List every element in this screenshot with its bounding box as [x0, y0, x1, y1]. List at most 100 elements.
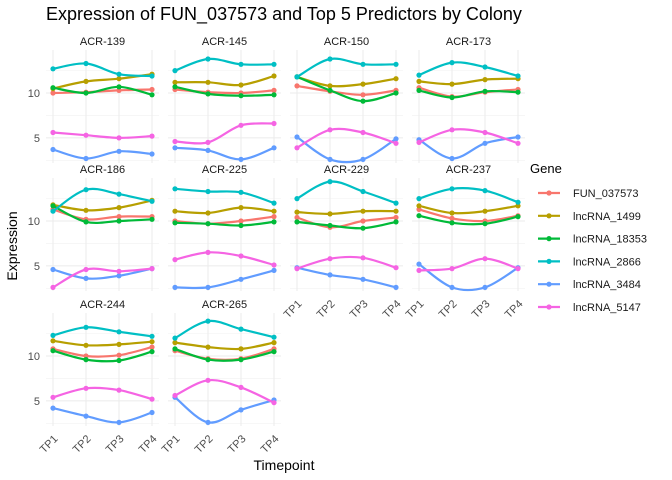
legend-title: Gene	[530, 161, 562, 176]
x-tick-label: TP4	[259, 433, 282, 456]
data-point	[416, 78, 422, 84]
data-point	[172, 84, 178, 90]
series-line	[174, 85, 275, 97]
data-point	[50, 203, 56, 209]
data-point	[83, 155, 89, 162]
data-point	[360, 61, 366, 67]
data-point	[360, 218, 366, 224]
data-point	[83, 60, 89, 67]
data-point	[116, 329, 122, 335]
data-point	[205, 56, 211, 62]
legend-label: lncRNA_5147	[573, 302, 641, 314]
data-point	[83, 385, 89, 391]
series-line	[174, 220, 275, 227]
facet-panels: ACR-139 5 10 ACR-145 ACR-150 ACR-173 ACR-186 5 1…	[28, 36, 526, 456]
data-point	[271, 214, 277, 220]
data-point	[149, 396, 155, 402]
series-line	[296, 75, 397, 88]
data-point	[271, 262, 277, 268]
data-point	[116, 135, 122, 141]
data-point	[116, 352, 122, 358]
series-line	[174, 251, 275, 267]
series-line	[52, 407, 153, 424]
series-line	[52, 148, 153, 160]
y-tick-label: 10	[28, 88, 40, 100]
facet-label: ACR-237	[446, 164, 491, 176]
data-point	[238, 189, 244, 195]
x-tick-label: TP3	[226, 433, 249, 456]
series-line	[296, 136, 397, 164]
data-point	[205, 221, 211, 227]
data-point	[327, 156, 333, 162]
series-line	[52, 386, 153, 401]
data-point	[238, 93, 244, 99]
facet-panel: ACR-173	[412, 36, 525, 163]
facet-label: ACR-145	[202, 36, 247, 48]
legend-key-point	[546, 190, 552, 196]
x-tick-label: TP3	[348, 298, 371, 321]
data-point	[172, 284, 178, 290]
data-point	[83, 413, 89, 419]
data-point	[83, 275, 89, 281]
data-point	[172, 257, 178, 263]
data-point	[482, 284, 488, 290]
chart-title: Expression of FUN_037573 and Top 5 Predi…	[46, 4, 522, 25]
data-point	[327, 211, 333, 217]
x-tick-label: TP3	[470, 298, 493, 321]
series-line	[296, 266, 397, 289]
series-line	[296, 57, 397, 78]
data-point	[271, 92, 277, 98]
x-tick-label: TP4	[381, 298, 404, 321]
series-line	[418, 187, 519, 204]
data-point	[50, 208, 56, 214]
data-point	[271, 87, 277, 93]
data-point	[515, 89, 521, 95]
data-point	[238, 357, 244, 363]
data-point	[149, 216, 155, 222]
series-line	[52, 349, 153, 363]
y-tick-label: 5	[34, 261, 40, 273]
data-point	[205, 91, 211, 97]
series-line	[174, 341, 275, 351]
series-line	[174, 206, 275, 215]
data-point	[116, 76, 122, 82]
data-point	[50, 284, 56, 290]
data-point	[449, 266, 455, 272]
data-point	[449, 186, 455, 192]
data-point	[449, 215, 455, 221]
data-point	[294, 214, 300, 221]
data-point	[238, 156, 244, 162]
data-point	[393, 61, 399, 67]
data-point	[238, 205, 244, 211]
data-point	[172, 186, 178, 192]
y-tick-label: 10	[28, 216, 40, 228]
facet-label: ACR-265	[202, 299, 247, 311]
data-point	[294, 266, 300, 272]
data-point	[294, 134, 300, 140]
legend: Gene FUN_037573 lncRNA_1499 lncRNA_18353ln…	[530, 161, 647, 314]
data-point	[271, 334, 277, 340]
data-point	[482, 129, 488, 136]
facet-panel: ACR-225	[168, 164, 281, 291]
data-point	[205, 147, 211, 153]
facet-panel: ACR-139 5 10	[28, 36, 159, 163]
series-line	[418, 257, 519, 272]
facet-panel: ACR-265 TP1 TP2 TP3 TP4	[160, 299, 282, 456]
series-line	[174, 347, 275, 362]
data-point	[83, 353, 89, 359]
series-line	[52, 267, 153, 289]
data-point	[50, 90, 56, 96]
data-point	[515, 203, 521, 209]
data-point	[294, 219, 300, 225]
series-line	[174, 396, 275, 424]
series-line	[296, 180, 397, 205]
data-point	[238, 61, 244, 67]
data-point	[271, 400, 277, 406]
facet-label: ACR-225	[202, 164, 247, 176]
data-point	[416, 206, 422, 212]
data-point	[449, 94, 455, 101]
facet-panel: ACR-244 5 10 TP1 TP2 TP3 TP4	[28, 299, 160, 456]
data-point	[116, 273, 122, 279]
data-point	[327, 272, 333, 278]
data-point	[482, 256, 488, 262]
